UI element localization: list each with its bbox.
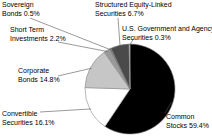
data-label: CorporateBonds14.8% bbox=[18, 67, 60, 83]
label-category: Investments bbox=[10, 35, 48, 42]
data-label: Convertible Securities16.1% bbox=[2, 110, 55, 126]
label-value: 16.1% bbox=[35, 119, 55, 126]
slice bbox=[129, 44, 131, 89]
label-category: Stocks bbox=[166, 122, 188, 129]
label-category: Short Term bbox=[10, 26, 44, 33]
leader-line bbox=[58, 42, 108, 52]
label-value: 2.2% bbox=[50, 35, 66, 42]
leader-line bbox=[58, 68, 92, 76]
label-category: Common bbox=[166, 113, 195, 120]
label-category: U.S. Government and Agency bbox=[122, 25, 212, 33]
pie bbox=[85, 44, 175, 134]
label-category: Securities bbox=[95, 10, 126, 17]
slice bbox=[111, 44, 130, 89]
leader-line bbox=[30, 18, 111, 50]
data-label: Common Stocks59.4% bbox=[166, 113, 209, 129]
data-label: U.S. Government and AgencySecurities0.3% bbox=[122, 25, 212, 41]
slice bbox=[85, 88, 130, 127]
label-category: Bonds bbox=[18, 76, 38, 83]
label-category: Bonds bbox=[2, 10, 22, 17]
data-label: SovereignBonds0.5% bbox=[2, 1, 40, 17]
label-value: 59.4% bbox=[189, 122, 209, 129]
data-label: Short Term Investments2.2% bbox=[10, 26, 66, 42]
label-value: 0.3% bbox=[155, 34, 171, 41]
data-label: Structured Equity-LinkedSecurities6.7% bbox=[95, 1, 172, 17]
label-value: 0.5% bbox=[24, 10, 40, 17]
leader-line bbox=[118, 18, 120, 46]
leader-line bbox=[40, 109, 91, 112]
chart: CommonStocks59.4%ConvertibleSecurities16… bbox=[0, 0, 212, 138]
label-category: Convertible bbox=[2, 110, 38, 117]
label-category: Securities bbox=[122, 34, 153, 41]
label-category: Sovereign bbox=[2, 1, 34, 9]
label-value: 6.7% bbox=[128, 10, 144, 17]
label-category: Structured Equity-Linked bbox=[95, 1, 172, 9]
label-value: 14.8% bbox=[40, 76, 60, 83]
label-category: Corporate bbox=[18, 67, 49, 75]
leader-line bbox=[165, 102, 172, 113]
label-category: Securities bbox=[2, 119, 33, 126]
